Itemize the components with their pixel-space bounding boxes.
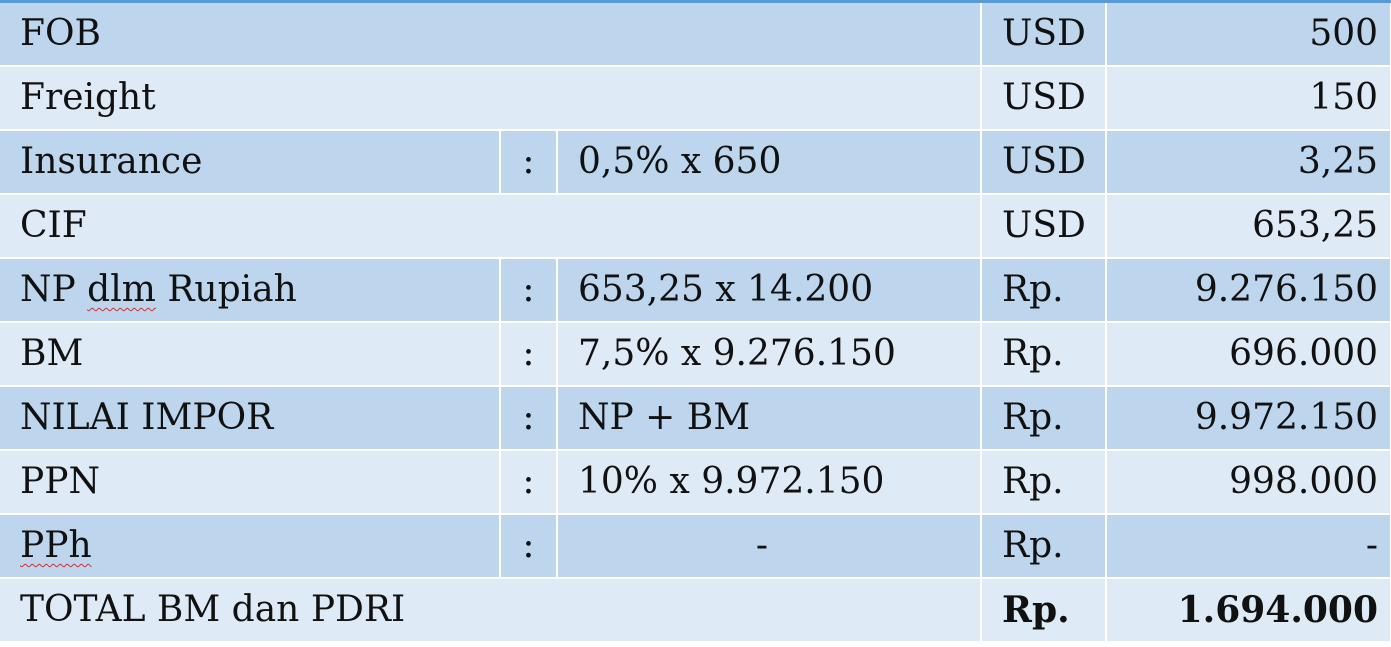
row-label: TOTAL BM dan PDRI xyxy=(0,578,983,643)
row-formula: 10% x 9.972.150 xyxy=(557,450,983,515)
table-row-cif: CIF USD 653,25 xyxy=(0,194,1391,259)
row-label: PPh xyxy=(0,514,501,579)
row-currency: Rp. xyxy=(981,386,1108,451)
row-amount: 653,25 xyxy=(1106,194,1391,259)
table-row-bm: BM : 7,5% x 9.276.150 Rp. 696.000 xyxy=(0,322,1391,387)
row-currency: USD xyxy=(981,66,1108,131)
table-row-fob: FOB USD 500 xyxy=(0,3,1391,67)
row-amount: 998.000 xyxy=(1106,450,1391,515)
row-label: PPN xyxy=(0,450,501,515)
row-label: Freight xyxy=(0,66,983,131)
row-label-spellcheck-word: PPh xyxy=(20,525,92,566)
table-row-np-rupiah: NP dlm Rupiah : 653,25 x 14.200 Rp. 9.27… xyxy=(0,258,1391,323)
table-row-ppn: PPN : 10% x 9.972.150 Rp. 998.000 xyxy=(0,450,1391,515)
row-amount: 696.000 xyxy=(1106,322,1391,387)
row-label-spellcheck-word: dlm xyxy=(87,269,156,310)
row-currency: Rp. xyxy=(981,514,1108,579)
row-currency: Rp. xyxy=(981,578,1108,643)
row-amount: 9.972.150 xyxy=(1106,386,1391,451)
row-colon: : xyxy=(500,258,558,323)
row-label: BM xyxy=(0,322,501,387)
row-colon: : xyxy=(500,130,558,195)
row-label-part: NP xyxy=(20,269,88,310)
row-colon: : xyxy=(500,386,558,451)
row-formula: - xyxy=(557,514,983,579)
import-duty-calculation-table: FOB USD 500 Freight USD 150 Insurance : … xyxy=(0,3,1391,643)
row-formula: NP + BM xyxy=(557,386,983,451)
row-colon: : xyxy=(500,322,558,387)
row-label: Insurance xyxy=(0,130,501,195)
row-formula: 7,5% x 9.276.150 xyxy=(557,322,983,387)
row-label: NILAI IMPOR xyxy=(0,386,501,451)
row-currency: Rp. xyxy=(981,450,1108,515)
row-colon: : xyxy=(500,450,558,515)
row-amount: 9.276.150 xyxy=(1106,258,1391,323)
row-currency: Rp. xyxy=(981,322,1108,387)
row-currency: USD xyxy=(981,194,1108,259)
row-formula: 0,5% x 650 xyxy=(557,130,983,195)
row-amount: 3,25 xyxy=(1106,130,1391,195)
row-colon: : xyxy=(500,514,558,579)
table-row-nilai-impor: NILAI IMPOR : NP + BM Rp. 9.972.150 xyxy=(0,386,1391,451)
row-currency: USD xyxy=(981,130,1108,195)
table-row-pph: PPh : - Rp. - xyxy=(0,514,1391,579)
row-amount: - xyxy=(1106,514,1391,579)
row-label: CIF xyxy=(0,194,983,259)
table-row-freight: Freight USD 150 xyxy=(0,66,1391,131)
table-row-insurance: Insurance : 0,5% x 650 USD 3,25 xyxy=(0,130,1391,195)
row-currency: Rp. xyxy=(981,258,1108,323)
row-label: NP dlm Rupiah xyxy=(0,258,501,323)
row-label: FOB xyxy=(0,3,983,67)
table-row-total: TOTAL BM dan PDRI Rp. 1.694.000 xyxy=(0,578,1391,643)
row-label-part: Rupiah xyxy=(155,269,297,310)
row-formula: 653,25 x 14.200 xyxy=(557,258,983,323)
row-amount: 500 xyxy=(1106,3,1391,67)
row-amount: 150 xyxy=(1106,66,1391,131)
row-currency: USD xyxy=(981,3,1108,67)
row-amount: 1.694.000 xyxy=(1106,578,1391,643)
